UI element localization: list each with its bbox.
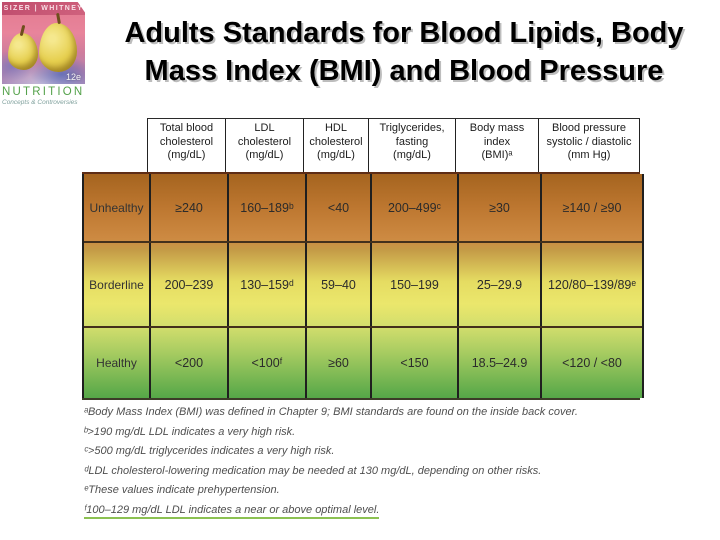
row-label: Borderline bbox=[89, 277, 144, 292]
standards-table-body: Unhealthy ≥240 160–189ᵇ <40 200–499ᶜ ≥30… bbox=[82, 174, 644, 398]
table-cell: 130–159ᵈ bbox=[227, 243, 305, 326]
footnote-f: ᶠ100–129 mg/dL LDL indicates a near or a… bbox=[84, 501, 684, 521]
footnote-e: ᵉThese values indicate prehypertension. bbox=[84, 484, 280, 496]
row-label: Unhealthy bbox=[89, 200, 144, 215]
table-cell: 200–239 bbox=[149, 243, 227, 326]
cover-corner-notch bbox=[77, 2, 85, 14]
header-divider-rule bbox=[82, 172, 640, 174]
table-header-row: Total blood cholesterol (mg/dL) LDL chol… bbox=[147, 118, 640, 173]
table-cell: 59–40 bbox=[305, 243, 370, 326]
table-cell: 25–29.9 bbox=[457, 243, 540, 326]
pear-left-icon bbox=[8, 33, 38, 70]
header-cell-bmi: Body mass index (BMI)ᵃ bbox=[455, 119, 538, 173]
table-cell: <120 / <80 bbox=[540, 328, 642, 398]
table-cell: 18.5–24.9 bbox=[457, 328, 540, 398]
table-cell: 120/80–139/89ᵉ bbox=[540, 243, 642, 326]
slide-title-line2: Mass Index (BMI) and Blood Pressure bbox=[144, 55, 664, 87]
table-cell: <150 bbox=[370, 328, 457, 398]
table-row-unhealthy: Unhealthy ≥240 160–189ᵇ <40 200–499ᶜ ≥30… bbox=[84, 174, 642, 241]
header-cell-total-cholesterol: Total blood cholesterol (mg/dL) bbox=[147, 119, 225, 173]
header-cell-hdl-cholesterol: HDL cholesterol (mg/dL) bbox=[303, 119, 368, 173]
table-row-borderline: Borderline 200–239 130–159ᵈ 59–40 150–19… bbox=[84, 241, 642, 326]
slide-title: Adults Standards for Blood Lipids, Body … bbox=[88, 14, 720, 90]
table-cell: ≥60 bbox=[305, 328, 370, 398]
table-cell: ≥140 / ≥90 bbox=[540, 174, 642, 241]
book-cover: SIZER | WHITNEY 12e NUTRITION Concepts &… bbox=[2, 2, 86, 106]
table-bottom-rule bbox=[82, 398, 640, 400]
table-cell: <100ᶠ bbox=[227, 328, 305, 398]
footnote-d: ᵈLDL cholesterol-lowering medication may… bbox=[84, 464, 542, 477]
brand-subtitle: Concepts & Controversies bbox=[2, 99, 78, 106]
table-cell: 200–499ᶜ bbox=[370, 174, 457, 241]
table-cell: <40 bbox=[305, 174, 370, 241]
pear-right-icon bbox=[39, 23, 77, 72]
header-cell-blood-pressure: Blood pressure systolic / diastolic (mm … bbox=[538, 119, 640, 173]
book-authors: SIZER | WHITNEY bbox=[2, 2, 85, 15]
header-cell-ldl-cholesterol: LDL cholesterol (mg/dL) bbox=[225, 119, 303, 173]
footnotes: ᵃBody Mass Index (BMI) was defined in Ch… bbox=[84, 403, 684, 520]
brand-title: NUTRITION bbox=[2, 86, 85, 98]
table-cell: 150–199 bbox=[370, 243, 457, 326]
table-cell: <200 bbox=[149, 328, 227, 398]
table-row-healthy: Healthy <200 <100ᶠ ≥60 <150 18.5–24.9 <1… bbox=[84, 326, 642, 398]
table-cell: ≥30 bbox=[457, 174, 540, 241]
header-cell-triglycerides: Triglycerides, fasting (mg/dL) bbox=[368, 119, 455, 173]
edition-badge: 12e bbox=[65, 72, 81, 82]
row-label: Healthy bbox=[96, 356, 137, 370]
footnote-a: ᵃBody Mass Index (BMI) was defined in Ch… bbox=[84, 406, 578, 418]
table-cell: ≥240 bbox=[149, 174, 227, 241]
footnote-c: ᶜ>500 mg/dL triglycerides indicates a ve… bbox=[84, 445, 335, 457]
table-cell: 160–189ᵇ bbox=[227, 174, 305, 241]
footnote-b: ᵇ>190 mg/dL LDL indicates a very high ri… bbox=[84, 425, 296, 438]
book-cover-art: SIZER | WHITNEY 12e bbox=[2, 2, 85, 84]
slide-title-line1: Adults Standards for Blood Lipids, Body bbox=[124, 17, 684, 49]
